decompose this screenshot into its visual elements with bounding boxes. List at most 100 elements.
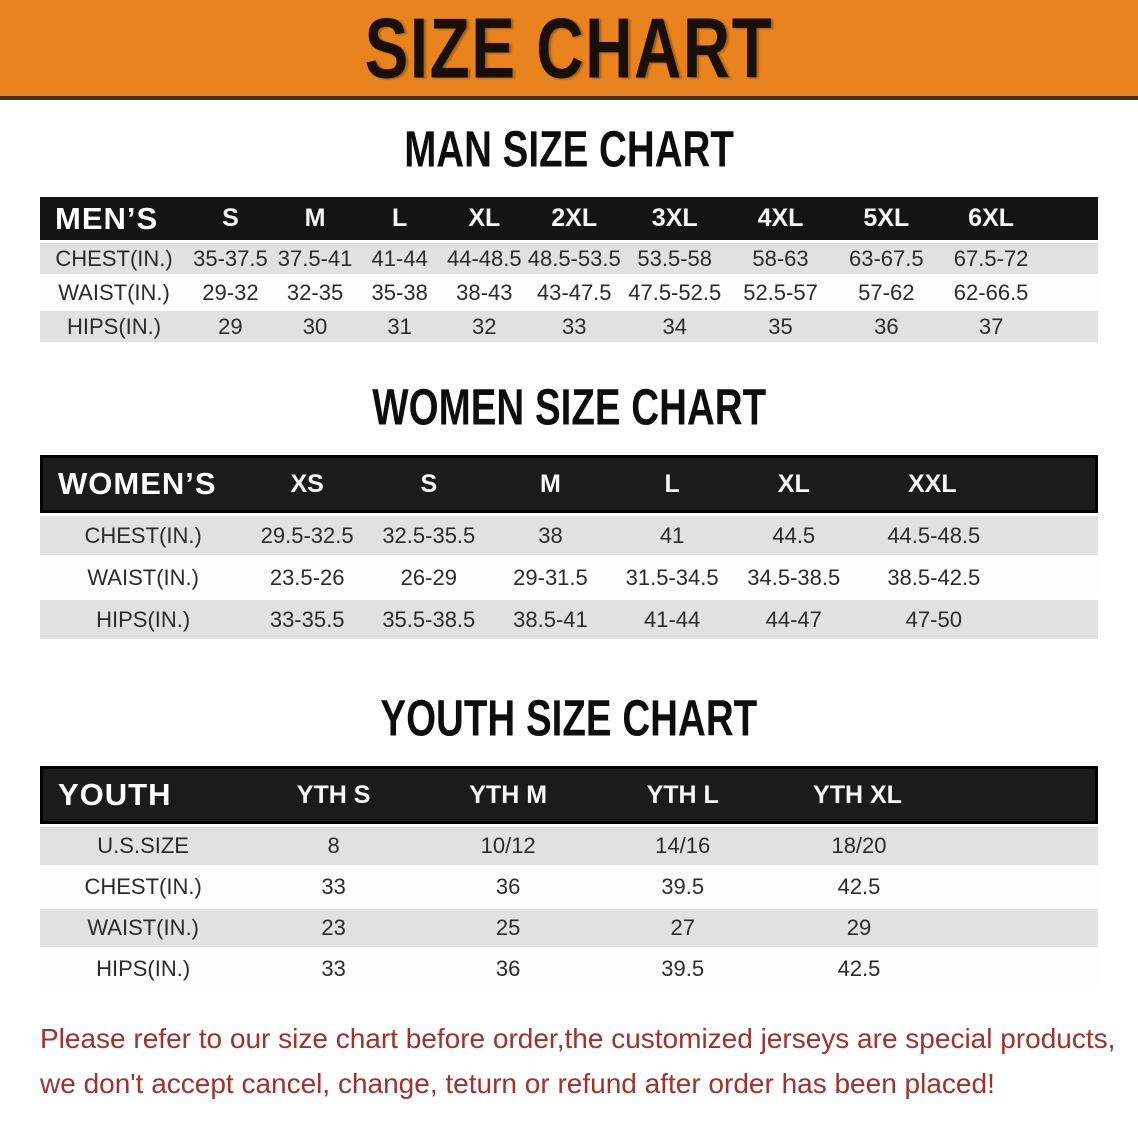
size-value-cell: 8 xyxy=(246,827,421,865)
row-label: WAIST(IN.) xyxy=(40,909,247,947)
table-header-row: MEN’S S M L XL 2XL 3XL 4XL 5XL 6XL xyxy=(40,197,1098,240)
size-value-cell: 34.5-38.5 xyxy=(732,558,855,597)
size-value-cell: 25 xyxy=(420,909,596,947)
size-column-header: M xyxy=(489,455,612,513)
size-value-cell: 44-48.5 xyxy=(441,243,527,274)
size-value-cell: 63-67.5 xyxy=(833,243,940,274)
size-value-cell: 38.5-41 xyxy=(489,600,612,639)
size-value-cell: 32-35 xyxy=(272,277,358,308)
table-title: YOUTH xyxy=(40,766,247,824)
size-value-cell: 14/16 xyxy=(595,827,770,865)
youth-section-heading: YOUTH SIZE CHART xyxy=(0,688,1138,747)
size-value-cell: 27 xyxy=(595,909,770,947)
size-value-cell: 33-35.5 xyxy=(246,600,368,639)
size-value-cell: 33 xyxy=(246,950,421,988)
table-row: HIPS(IN.) 33-35.5 35.5-38.5 38.5-41 41-44 44-… xyxy=(40,600,1098,639)
size-value-cell: 36 xyxy=(420,868,596,906)
women-section-heading: WOMEN SIZE CHART xyxy=(0,377,1138,436)
men-section-heading-text: MAN SIZE CHART xyxy=(404,119,734,178)
size-value-cell: 44.5 xyxy=(732,516,855,555)
size-column-header: 4XL xyxy=(727,197,834,240)
table-row: WAIST(IN.) 29-32 32-35 35-38 38-43 43-47.5 47.… xyxy=(40,277,1098,308)
size-value-cell: 62-66.5 xyxy=(939,277,1098,308)
table-row: HIPS(IN.) 33 36 39.5 42.5 xyxy=(40,950,1098,988)
size-column-header: L xyxy=(611,455,733,513)
size-column-header: 5XL xyxy=(833,197,940,240)
size-column-header: XL xyxy=(732,455,855,513)
table-row: CHEST(IN.) 35-37.5 37.5-41 41-44 44-48.5 48.5… xyxy=(40,243,1098,274)
size-value-cell: 10/12 xyxy=(420,827,596,865)
size-value-cell: 32.5-35.5 xyxy=(367,516,490,555)
table-row: WAIST(IN.) 23 25 27 29 xyxy=(40,909,1098,947)
table-title: WOMEN’S xyxy=(40,455,247,513)
table-row: HIPS(IN.) 29 30 31 32 33 34 35 36 37 xyxy=(40,311,1098,342)
size-column-header: YTH M xyxy=(420,766,596,824)
size-value-cell: 47.5-52.5 xyxy=(621,277,728,308)
size-value-cell: 33 xyxy=(526,311,622,342)
size-value-cell: 42.5 xyxy=(769,868,1098,906)
size-column-header: YTH L xyxy=(595,766,770,824)
size-value-cell: 36 xyxy=(420,950,596,988)
size-value-cell: 30 xyxy=(272,311,358,342)
size-value-cell: 29 xyxy=(769,909,1098,947)
row-label: U.S.SIZE xyxy=(40,827,247,865)
women-section-heading-text: WOMEN SIZE CHART xyxy=(372,377,766,436)
size-value-cell: 38.5-42.5 xyxy=(854,558,1098,597)
disclaimer-line-2: we don't accept cancel, change, teturn o… xyxy=(40,1067,995,1099)
size-value-cell: 29-32 xyxy=(188,277,273,308)
row-label: CHEST(IN.) xyxy=(40,516,247,555)
size-value-cell: 41 xyxy=(611,516,733,555)
size-value-cell: 29 xyxy=(188,311,273,342)
size-value-cell: 41-44 xyxy=(611,600,733,639)
size-column-header: YTH S xyxy=(246,766,421,824)
size-column-header: M xyxy=(272,197,358,240)
size-value-cell: 31 xyxy=(357,311,442,342)
row-label: CHEST(IN.) xyxy=(40,243,189,274)
size-value-cell: 42.5 xyxy=(769,950,1098,988)
row-label: WAIST(IN.) xyxy=(40,558,247,597)
size-value-cell: 39.5 xyxy=(595,950,770,988)
banner-title: SIZE CHART xyxy=(364,0,774,96)
size-value-cell: 33 xyxy=(246,868,421,906)
size-value-cell: 29.5-32.5 xyxy=(246,516,368,555)
youth-section-heading-text: YOUTH SIZE CHART xyxy=(380,688,758,747)
size-value-cell: 23.5-26 xyxy=(246,558,368,597)
size-value-cell: 37.5-41 xyxy=(272,243,358,274)
size-column-header: XS xyxy=(246,455,368,513)
size-value-cell: 29-31.5 xyxy=(489,558,612,597)
disclaimer-line-1: Please refer to our size chart before or… xyxy=(40,1023,1116,1054)
size-value-cell: 35-38 xyxy=(357,277,442,308)
table-header-row: WOMEN’S XS S M L XL XXL xyxy=(40,455,1098,513)
size-value-cell: 35.5-38.5 xyxy=(367,600,490,639)
size-column-header: S xyxy=(188,197,273,240)
size-value-cell: 44.5-48.5 xyxy=(854,516,1098,555)
size-value-cell: 35-37.5 xyxy=(188,243,273,274)
men-section-heading: MAN SIZE CHART xyxy=(0,119,1138,178)
size-value-cell: 57-62 xyxy=(833,277,940,308)
size-column-header: 2XL xyxy=(526,197,622,240)
size-column-header: XXL xyxy=(854,455,1098,513)
size-value-cell: 43-47.5 xyxy=(526,277,622,308)
table-header-row: YOUTH YTH S YTH M YTH L YTH XL xyxy=(40,766,1098,824)
row-label: HIPS(IN.) xyxy=(40,950,247,988)
disclaimer-text: Please refer to our size chart before or… xyxy=(40,1017,1138,1107)
size-chart-banner: SIZE CHART xyxy=(0,0,1138,100)
table-title: MEN’S xyxy=(40,197,189,240)
size-column-header: 3XL xyxy=(621,197,728,240)
table-row: U.S.SIZE 8 10/12 14/16 18/20 xyxy=(40,827,1098,865)
row-label: CHEST(IN.) xyxy=(40,868,247,906)
size-value-cell: 67.5-72 xyxy=(939,243,1098,274)
size-value-cell: 23 xyxy=(246,909,421,947)
table-row: WAIST(IN.) 23.5-26 26-29 29-31.5 31.5-34.5 34… xyxy=(40,558,1098,597)
size-value-cell: 31.5-34.5 xyxy=(611,558,733,597)
size-value-cell: 34 xyxy=(621,311,728,342)
women-size-table: WOMEN’S XS S M L XL XXL CHEST(IN.) 29.5-32.5 32.5… xyxy=(40,452,1098,642)
size-column-header: S xyxy=(367,455,490,513)
row-label: HIPS(IN.) xyxy=(40,311,189,342)
size-value-cell: 38 xyxy=(489,516,612,555)
size-value-cell: 47-50 xyxy=(854,600,1098,639)
size-column-header: 6XL xyxy=(939,197,1098,240)
men-size-table: MEN’S S M L XL 2XL 3XL 4XL 5XL 6XL CHEST(IN.) 35-37… xyxy=(40,194,1098,345)
size-column-header: L xyxy=(357,197,442,240)
size-value-cell: 18/20 xyxy=(769,827,1098,865)
